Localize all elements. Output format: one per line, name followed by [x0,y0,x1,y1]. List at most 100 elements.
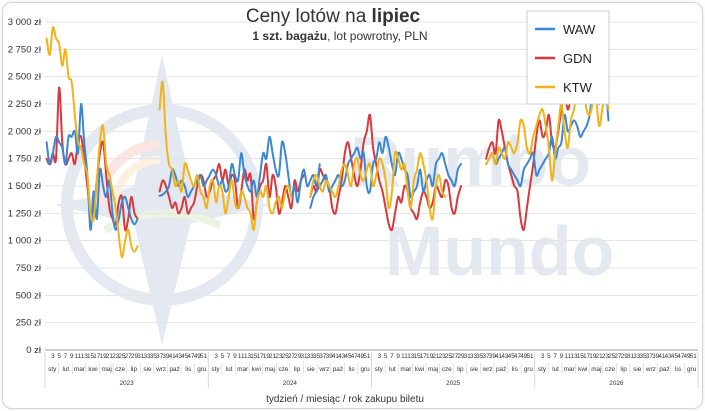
x-week-tick-label: 35 [640,353,648,360]
x-month-label: mar [237,366,249,373]
x-week-tick-label: 3 [541,353,545,360]
y-tick-label: 2 750 zł [8,44,42,55]
x-month-label: cze [115,366,125,373]
x-month-label: maj [101,366,111,373]
x-week-tick-label: 7 [64,353,68,360]
y-tick-label: 2 000 zł [8,126,42,137]
x-week-tick-label: 51 [200,353,208,360]
watermark-word-2: Mundo [385,212,614,290]
x-week-tick-label: 17 [256,353,264,360]
x-year-label: 2023 [120,380,135,387]
x-week-tick-label: 45 [344,353,352,360]
x-month-label: gru [361,366,371,373]
x-week-tick-label: 17 [93,353,101,360]
series-line-waw [158,135,321,204]
compass-rainbow-red-icon [95,140,161,206]
series-line-ktw [158,80,293,231]
y-axis-ticks: 0 zł 250 zł 500 zł 750 zł 1 000 zł 1 250 zł 1 … [8,17,42,356]
x-week-tick-label: 49 [520,353,528,360]
x-week-tick-label: 27 [125,353,133,360]
x-week-tick-label: 45 [671,353,679,360]
x-month-label: lut [62,366,69,373]
x-month-label: kwi [88,366,97,373]
x-week-tick-label: 11 [238,353,245,360]
x-month-label: cze [442,366,452,373]
series-ktw [45,26,610,259]
x-month-label: paź [333,366,343,373]
x-week-tick-label: 23 [275,353,283,360]
x-week-tick-label: 31 [300,353,308,360]
x-week-tick-label: 35 [150,353,158,360]
x-week-tick-label: 25 [445,353,453,360]
x-week-tick-label: 29 [621,353,629,360]
x-week-tick-label: 31 [137,353,145,360]
legend-label-waw: WAW [563,22,596,37]
x-month-label: wrz [645,366,656,373]
series-line-gdn [158,162,305,221]
x-week-tick-label: 43 [175,353,183,360]
y-tick-label: 1 750 zł [8,154,42,165]
x-week-tick-label: 51 [690,353,698,360]
x-month-label: cze [279,366,289,373]
x-week-tick-label: 47 [677,353,685,360]
x-week-tick-label: 5 [57,353,61,360]
x-week-tick-label: 33 [143,353,151,360]
x-month-label: cze [605,366,615,373]
x-week-tick-label: 15 [577,353,585,360]
x-week-tick-label: 25 [282,353,290,360]
x-week-tick-label: 9 [560,353,564,360]
x-week-tick-label: 3 [51,353,55,360]
x-week-tick-label: 19 [426,353,434,360]
x-month-label: lis [512,366,518,373]
x-week-tick-label: 39 [162,353,170,360]
y-tick-label: 1 250 zł [8,208,42,219]
x-month-label: mar [400,366,412,373]
x-month-label: sty [375,366,384,373]
x-week-tick-label: 35 [313,353,321,360]
x-month-label: lip [294,366,301,373]
x-week-tick-label: 3 [378,353,382,360]
x-month-label: lut [552,366,559,373]
x-week-tick-label: 49 [357,353,365,360]
x-week-tick-label: 9 [396,353,400,360]
x-week-tick-label: 33 [470,353,478,360]
x-week-tick-label: 17 [583,353,591,360]
x-week-tick-label: 3 [214,353,218,360]
x-week-tick-label: 43 [501,353,509,360]
x-month-label: sie [307,366,316,373]
y-tick-label: 500 zł [16,290,42,301]
x-month-label: mar [564,366,576,373]
x-month-label: gru [524,366,534,373]
x-month-label: kwi [578,366,587,373]
x-week-tick-label: 41 [658,353,666,360]
x-week-tick-label: 21 [432,353,440,360]
y-tick-label: 750 zł [16,263,42,274]
x-week-tick-label: 39 [326,353,334,360]
x-week-tick-label: 47 [514,353,522,360]
chart-title: Ceny lotów na lipiec [246,6,421,27]
x-month-label: lut [389,366,396,373]
compass-rainbow-orange-icon [111,156,161,206]
x-week-tick-label: 15 [250,353,258,360]
series-line-waw [45,102,139,231]
x-year-label: 2025 [446,380,461,387]
x-week-tick-label: 29 [294,353,302,360]
x-week-tick-label: 31 [464,353,472,360]
x-week-tick-label: 11 [75,353,82,360]
x-week-tick-label: 19 [589,353,597,360]
x-month-label: sie [470,366,479,373]
x-week-tick-label: 41 [332,353,340,360]
y-tick-label: 1 500 zł [8,181,42,192]
x-week-tick-label: 41 [495,353,503,360]
x-month-label: lip [457,366,464,373]
x-week-tick-label: 9 [70,353,74,360]
x-week-tick-label: 39 [652,353,660,360]
x-week-tick-label: 37 [646,353,654,360]
x-week-tick-label: 23 [439,353,447,360]
series-line-waw [309,135,462,209]
x-month-label: wrz [155,366,166,373]
x-week-tick-label: 33 [307,353,315,360]
x-month-label: sie [633,366,642,373]
x-week-tick-label: 37 [483,353,491,360]
x-week-tick-label: 19 [263,353,271,360]
